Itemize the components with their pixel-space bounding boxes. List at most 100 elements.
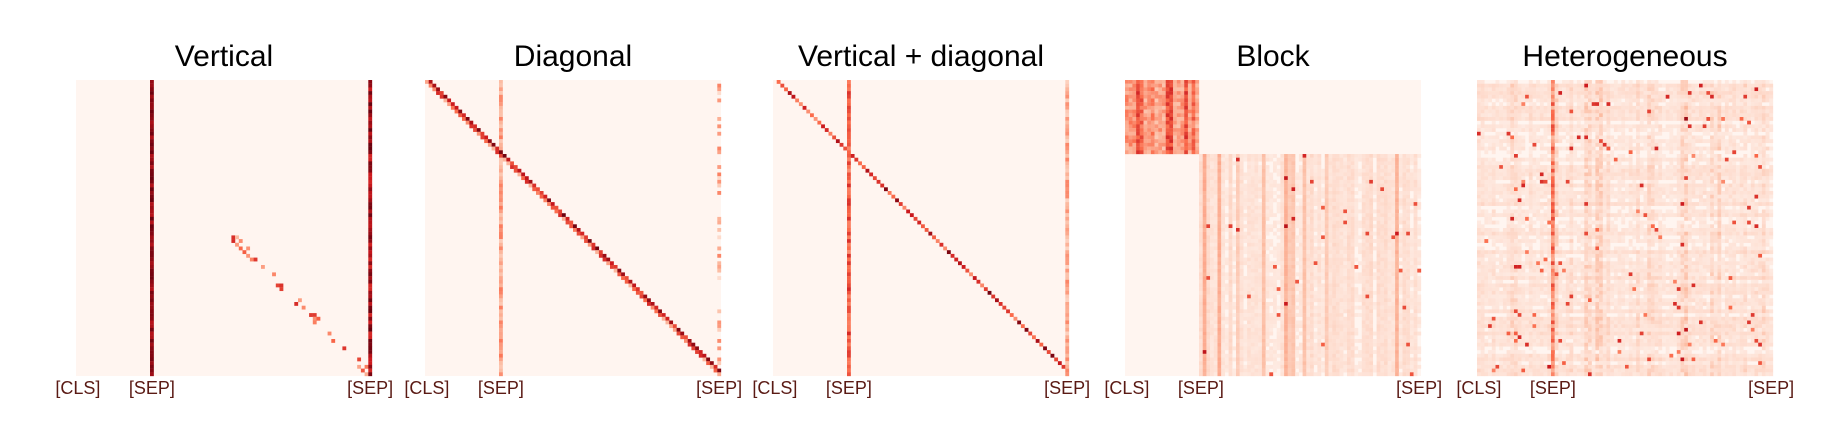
heatmap-cell: [1176, 83, 1181, 88]
heatmap-cell: [1287, 224, 1292, 229]
heatmap-cell: [1684, 94, 1689, 99]
heatmap-cell: [499, 268, 503, 273]
heatmap-cell: [1291, 324, 1296, 329]
heatmap-cell: [1258, 250, 1263, 255]
heatmap-cell: [1584, 105, 1589, 110]
heatmap-cell: [847, 342, 851, 347]
heatmap-cell: [847, 228, 851, 232]
heatmap-cell: [1162, 120, 1166, 125]
heatmap-cell: [1236, 372, 1240, 377]
heatmap-cell: [1347, 339, 1351, 343]
heatmap-cell: [1525, 94, 1529, 99]
heatmap-cell: [1406, 324, 1411, 329]
heatmap-cell: [1191, 128, 1196, 132]
heatmap-cell: [1495, 80, 1500, 84]
heatmap-cell: [1213, 242, 1218, 247]
heatmap-cell: [1395, 276, 1399, 280]
heatmap-cell: [1343, 268, 1348, 273]
heatmap-cell: [1384, 231, 1388, 236]
heatmap-cell: [1169, 135, 1174, 140]
heatmap-cell: [499, 113, 503, 118]
heatmap-cell: [1247, 253, 1251, 258]
heatmap-cell: [1232, 179, 1237, 184]
heatmap-cell: [1250, 161, 1255, 166]
heatmap-cell: [1747, 80, 1751, 84]
heatmap-cell: [1406, 350, 1411, 354]
heatmap-cell: [499, 220, 503, 225]
heatmap-cell: [1317, 228, 1322, 232]
heatmap-cell: [1347, 276, 1351, 280]
heatmap-cell: [1313, 335, 1318, 340]
heatmap-cell: [1187, 139, 1192, 144]
heatmap-cell: [1387, 339, 1392, 343]
heatmap-cell: [1217, 331, 1222, 336]
heatmap-cell: [1276, 268, 1281, 273]
heatmap-cell: [1239, 372, 1244, 377]
heatmap-cell: [1302, 187, 1307, 192]
heatmap-cell: [1350, 194, 1355, 199]
heatmap-cell: [1287, 350, 1292, 354]
heatmap-cell: [1335, 205, 1340, 210]
heatmap-cell: [1254, 209, 1259, 214]
heatmap-cell: [1406, 272, 1411, 277]
heatmap-cell: [368, 276, 373, 280]
heatmap-cell: [1409, 257, 1414, 262]
heatmap-cell: [1280, 353, 1285, 358]
heatmap-cell: [1295, 261, 1300, 266]
heatmap-cell: [368, 168, 373, 173]
heatmap-cell: [1350, 272, 1355, 277]
heatmap-cell: [1409, 294, 1414, 299]
heatmap-cell: [1306, 168, 1311, 173]
heatmap-cell: [1413, 272, 1418, 277]
heatmap-cell: [1376, 179, 1381, 184]
heatmap-cell: [1484, 105, 1489, 110]
heatmap-cell: [1128, 142, 1133, 147]
heatmap-cell: [1391, 294, 1396, 299]
heatmap-cell: [1254, 361, 1259, 366]
heatmap-cell: [1639, 91, 1644, 95]
heatmap-cell: [1280, 213, 1285, 218]
heatmap-cell: [1169, 113, 1174, 118]
heatmap-cell: [1269, 287, 1274, 292]
heatmap-cell: [1361, 268, 1366, 273]
heatmap-cell: [1317, 187, 1322, 192]
heatmap-cell: [1239, 268, 1244, 273]
heatmap-cell: [1376, 205, 1381, 210]
heatmap-cell: [1206, 220, 1211, 225]
heatmap-cell: [1739, 98, 1744, 103]
heatmap-cell: [1243, 324, 1248, 329]
heatmap-cell: [1387, 272, 1392, 277]
heatmap-cell: [1287, 294, 1292, 299]
heatmap-cell: [1206, 309, 1211, 314]
heatmap-cell: [1313, 183, 1318, 188]
heatmap-cell: [1284, 228, 1288, 232]
heatmap-cell: [943, 246, 948, 251]
heatmap-cell: [847, 120, 851, 125]
heatmap-cell: [1206, 357, 1211, 362]
heatmap-cell: [1384, 202, 1388, 206]
heatmap-cell: [1261, 346, 1266, 351]
heatmap-cell: [1228, 290, 1233, 295]
heatmap-cell: [1202, 309, 1207, 314]
heatmap-cell: [1528, 105, 1533, 110]
heatmap-cell: [1136, 117, 1140, 121]
heatmap-cell: [1310, 353, 1314, 358]
heatmap-cell: [1276, 250, 1281, 255]
heatmap-cell: [1739, 105, 1744, 110]
heatmap-cell: [1347, 250, 1351, 255]
heatmap-cell: [1369, 187, 1374, 192]
heatmap-cell: [465, 120, 470, 125]
heatmap-cell: [1350, 172, 1355, 177]
heatmap-cell: [1306, 361, 1311, 366]
heatmap-cell: [1595, 83, 1600, 88]
heatmap-cell: [242, 250, 247, 255]
heatmap-cell: [1343, 364, 1348, 369]
heatmap-cell: [1380, 316, 1385, 321]
heatmap-cell: [1339, 242, 1344, 247]
heatmap-cell: [1517, 83, 1522, 88]
heatmap-cell: [1591, 94, 1596, 99]
heatmap-cell: [1280, 276, 1285, 280]
heatmap-cell: [1361, 176, 1366, 181]
heatmap-cell: [499, 276, 503, 280]
heatmap-cell: [1402, 368, 1407, 373]
